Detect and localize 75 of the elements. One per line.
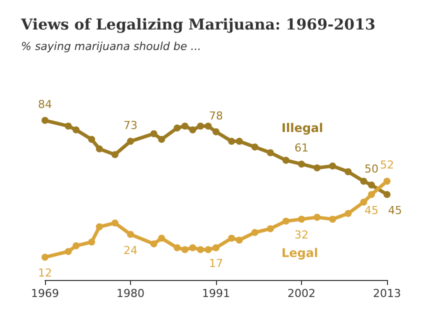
point — [228, 138, 236, 145]
point — [72, 126, 80, 134]
point — [111, 220, 118, 226]
point — [384, 191, 390, 198]
point — [127, 138, 134, 145]
point — [384, 178, 390, 185]
point — [298, 160, 305, 168]
point — [251, 144, 258, 150]
point — [42, 254, 48, 261]
point — [42, 116, 48, 124]
point — [150, 130, 158, 138]
point — [181, 122, 188, 130]
point — [189, 244, 196, 252]
point — [181, 246, 188, 254]
point — [212, 244, 220, 252]
point — [236, 236, 243, 244]
point — [329, 162, 336, 170]
point — [204, 122, 212, 130]
x-tick-label: 2013 — [373, 287, 401, 300]
point — [88, 238, 96, 246]
point — [368, 182, 375, 188]
point — [236, 138, 243, 145]
x-tick-label: 1991 — [202, 287, 230, 300]
data-label: 50 — [364, 162, 378, 176]
point — [212, 128, 220, 136]
data-label: 61 — [294, 142, 308, 155]
point — [158, 136, 166, 143]
chart-title: Views of Legalizing Marijuana: 1969-2013 — [20, 16, 376, 34]
point — [344, 168, 352, 176]
point — [368, 191, 375, 198]
data-label: 52 — [380, 158, 394, 172]
point — [196, 122, 204, 130]
point — [266, 149, 274, 156]
point — [174, 244, 181, 252]
point — [282, 218, 290, 225]
x-tick-label: 2002 — [288, 287, 316, 300]
data-label: 17 — [209, 257, 223, 270]
point — [266, 225, 274, 232]
point — [158, 234, 166, 242]
data-label: 12 — [38, 266, 52, 280]
point — [196, 246, 204, 254]
data-label: 45 — [388, 204, 402, 217]
point — [64, 122, 72, 130]
data-label: 84 — [38, 98, 52, 111]
x-tick-label: 1969 — [31, 287, 59, 300]
point — [314, 214, 321, 221]
point — [189, 126, 196, 134]
point — [314, 164, 321, 172]
point — [127, 230, 134, 238]
series-label: Illegal — [282, 121, 324, 136]
x-tick-label: 1980 — [116, 287, 144, 300]
point — [64, 248, 72, 255]
chart-subtitle: % saying marijuana should be ... — [21, 40, 202, 53]
point — [360, 198, 368, 206]
point — [174, 124, 181, 132]
point — [329, 216, 336, 223]
point — [96, 145, 103, 152]
data-label: 78 — [209, 109, 223, 122]
point — [251, 229, 258, 236]
point — [72, 242, 80, 250]
point — [88, 136, 96, 143]
data-label: 24 — [124, 244, 138, 257]
point — [228, 234, 236, 242]
data-label: 73 — [124, 118, 138, 132]
point — [111, 151, 118, 158]
data-label: 32 — [294, 228, 308, 242]
point — [298, 216, 305, 223]
point — [204, 246, 212, 254]
point — [96, 223, 103, 230]
point — [150, 240, 158, 248]
point — [360, 178, 368, 185]
data-label: 45 — [364, 204, 378, 217]
series-label: Legal — [282, 246, 318, 260]
point — [344, 210, 352, 217]
point — [282, 156, 290, 164]
